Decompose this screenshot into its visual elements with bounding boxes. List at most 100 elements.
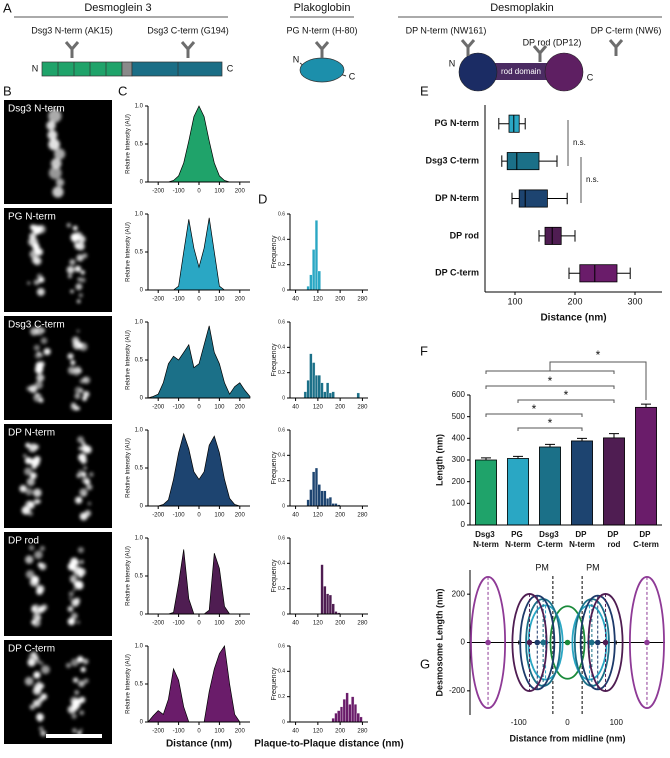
- x-tick-label: -100: [173, 297, 186, 303]
- blob: [76, 656, 84, 663]
- y-tick-label: 0: [461, 638, 466, 647]
- blob: [66, 265, 75, 274]
- histogram-bar: [323, 585, 327, 615]
- x-tick-label: 200: [235, 729, 246, 735]
- blob: [75, 245, 79, 250]
- x-tick-label: 280: [357, 297, 368, 303]
- blob: [24, 676, 34, 686]
- x-tick-label: 100: [507, 296, 522, 306]
- blob: [76, 329, 80, 333]
- blob: [67, 274, 73, 279]
- histogram-bar: [314, 375, 319, 399]
- blob: [30, 327, 39, 336]
- antibody-label: Dsg3 N-term (AK15): [31, 25, 113, 35]
- blob: [77, 436, 84, 444]
- x-tick-label: -100: [173, 621, 186, 627]
- blob: [34, 380, 43, 390]
- y-tick-label: 200: [452, 589, 466, 598]
- blob: [81, 476, 90, 484]
- blob: [50, 158, 62, 169]
- x-tick-label: -200: [152, 513, 165, 519]
- blob: [37, 351, 42, 356]
- micrograph-label: DP rod: [8, 536, 39, 547]
- fluorescence: [19, 436, 94, 521]
- x-tick-label: 200: [335, 729, 346, 735]
- blob: [39, 661, 44, 666]
- blob: [36, 659, 41, 664]
- histogram-bar: [337, 710, 341, 723]
- x-tick-label: Dsg3 C-term: [537, 530, 563, 549]
- blob: [72, 587, 77, 592]
- blob: [33, 671, 41, 679]
- panel-label: B: [3, 83, 12, 98]
- x-tick-label: 200: [235, 513, 246, 519]
- antibody-icon: [64, 41, 80, 58]
- antibody-label: PG N-term (H-80): [286, 25, 357, 35]
- x-tick-label: DP rod: [607, 530, 620, 549]
- antibody-label: Dsg3 C-term (G194): [147, 25, 229, 35]
- y-tick-label: 0.6: [278, 535, 285, 541]
- blob: [40, 730, 47, 737]
- domain: [41, 61, 123, 77]
- blob: [27, 281, 31, 285]
- error-bar: [513, 455, 523, 459]
- blob: [76, 299, 81, 304]
- blob: [68, 597, 72, 601]
- intensity-profile: [148, 105, 250, 183]
- blob: [25, 487, 33, 496]
- blob: [47, 130, 58, 140]
- blob: [46, 120, 56, 131]
- blob: [33, 699, 42, 708]
- histogram-bar: [320, 382, 324, 399]
- x-axis-label: Plaque-to-Plaque distance (nm): [254, 739, 403, 750]
- x-tick-label: 0: [197, 513, 201, 519]
- blob: [39, 562, 47, 571]
- y-tick-label: 0: [282, 611, 285, 617]
- x-tick-label: 0: [197, 405, 201, 411]
- histogram-bar: [326, 382, 330, 399]
- y-tick-label: 0.6: [278, 211, 285, 217]
- y-axis-label: Desmosome Length (nm): [434, 588, 444, 696]
- x-tick-label: 120: [313, 297, 324, 303]
- x-tick-label: -100: [173, 189, 186, 195]
- box: [579, 264, 618, 283]
- antibody-icon: [608, 39, 624, 56]
- intensity-profile: [147, 325, 251, 399]
- y-tick-label: 0.5: [135, 682, 144, 688]
- histogram-bar: [345, 692, 349, 723]
- blob: [70, 289, 74, 294]
- blob: [37, 717, 43, 722]
- x-tick-label: 200: [335, 621, 346, 627]
- blob: [76, 473, 82, 478]
- y-tick-label: 1.0: [135, 644, 144, 650]
- blob: [83, 466, 88, 470]
- error-bar: [481, 457, 491, 460]
- histogram-bar: [317, 375, 321, 399]
- plaque-ellipse: [511, 593, 548, 692]
- y-tick-label: 1.0: [135, 212, 144, 218]
- category-label: Dsg3 C-term: [425, 155, 479, 165]
- blob: [81, 444, 90, 453]
- y-tick-label: 500: [452, 412, 466, 421]
- antibody-icon: [532, 45, 548, 62]
- histogram-bar: [326, 498, 330, 507]
- box: [544, 226, 562, 245]
- blob: [21, 505, 31, 515]
- panel-label: F: [420, 343, 428, 358]
- blob: [32, 488, 42, 498]
- histogram-bar: [326, 593, 330, 615]
- protein-title: Plakoglobin: [294, 2, 351, 14]
- panel-label: G: [420, 656, 430, 671]
- blob: [79, 583, 84, 588]
- blob: [29, 577, 39, 587]
- antibody-icon: [314, 41, 330, 58]
- x-tick-label: -100: [173, 405, 186, 411]
- plaque-ellipse: [470, 575, 507, 710]
- blob: [67, 353, 74, 360]
- y-tick-label: 0.2: [278, 370, 285, 376]
- y-axis-label: Relative Intensity (AU): [126, 114, 132, 174]
- blob: [32, 686, 42, 696]
- histogram-bar: [323, 490, 327, 507]
- y-tick-label: 0: [282, 395, 285, 401]
- y-tick-label: 0: [140, 396, 144, 402]
